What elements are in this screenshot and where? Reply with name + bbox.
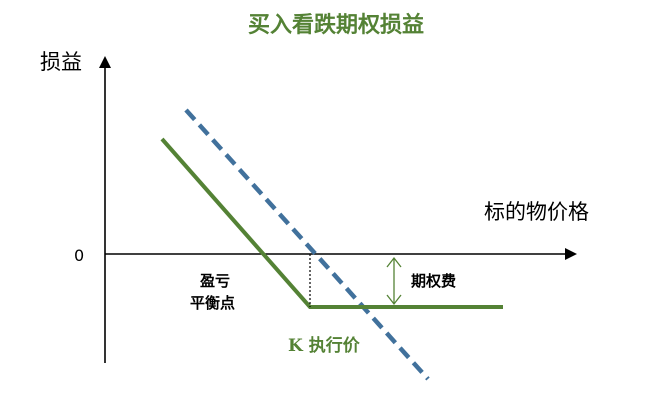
strike-label: K 执行价 [288, 335, 361, 356]
breakeven-label-line2: 平衡点 [190, 294, 235, 312]
x-axis-label: 标的物价格 [484, 200, 589, 224]
premium-arrow-head-bottom [386, 294, 402, 306]
y-axis-label: 损益 [40, 50, 82, 74]
premium-arrow-head-top [386, 256, 402, 268]
zero-label: 0 [74, 246, 84, 265]
dashed-intrinsic-line [184, 108, 430, 381]
breakeven-label-line1: 盈亏 [199, 272, 230, 290]
diagram-title: 买入看跌期权损益 [248, 12, 424, 38]
premium-label: 期权费 [411, 272, 456, 290]
